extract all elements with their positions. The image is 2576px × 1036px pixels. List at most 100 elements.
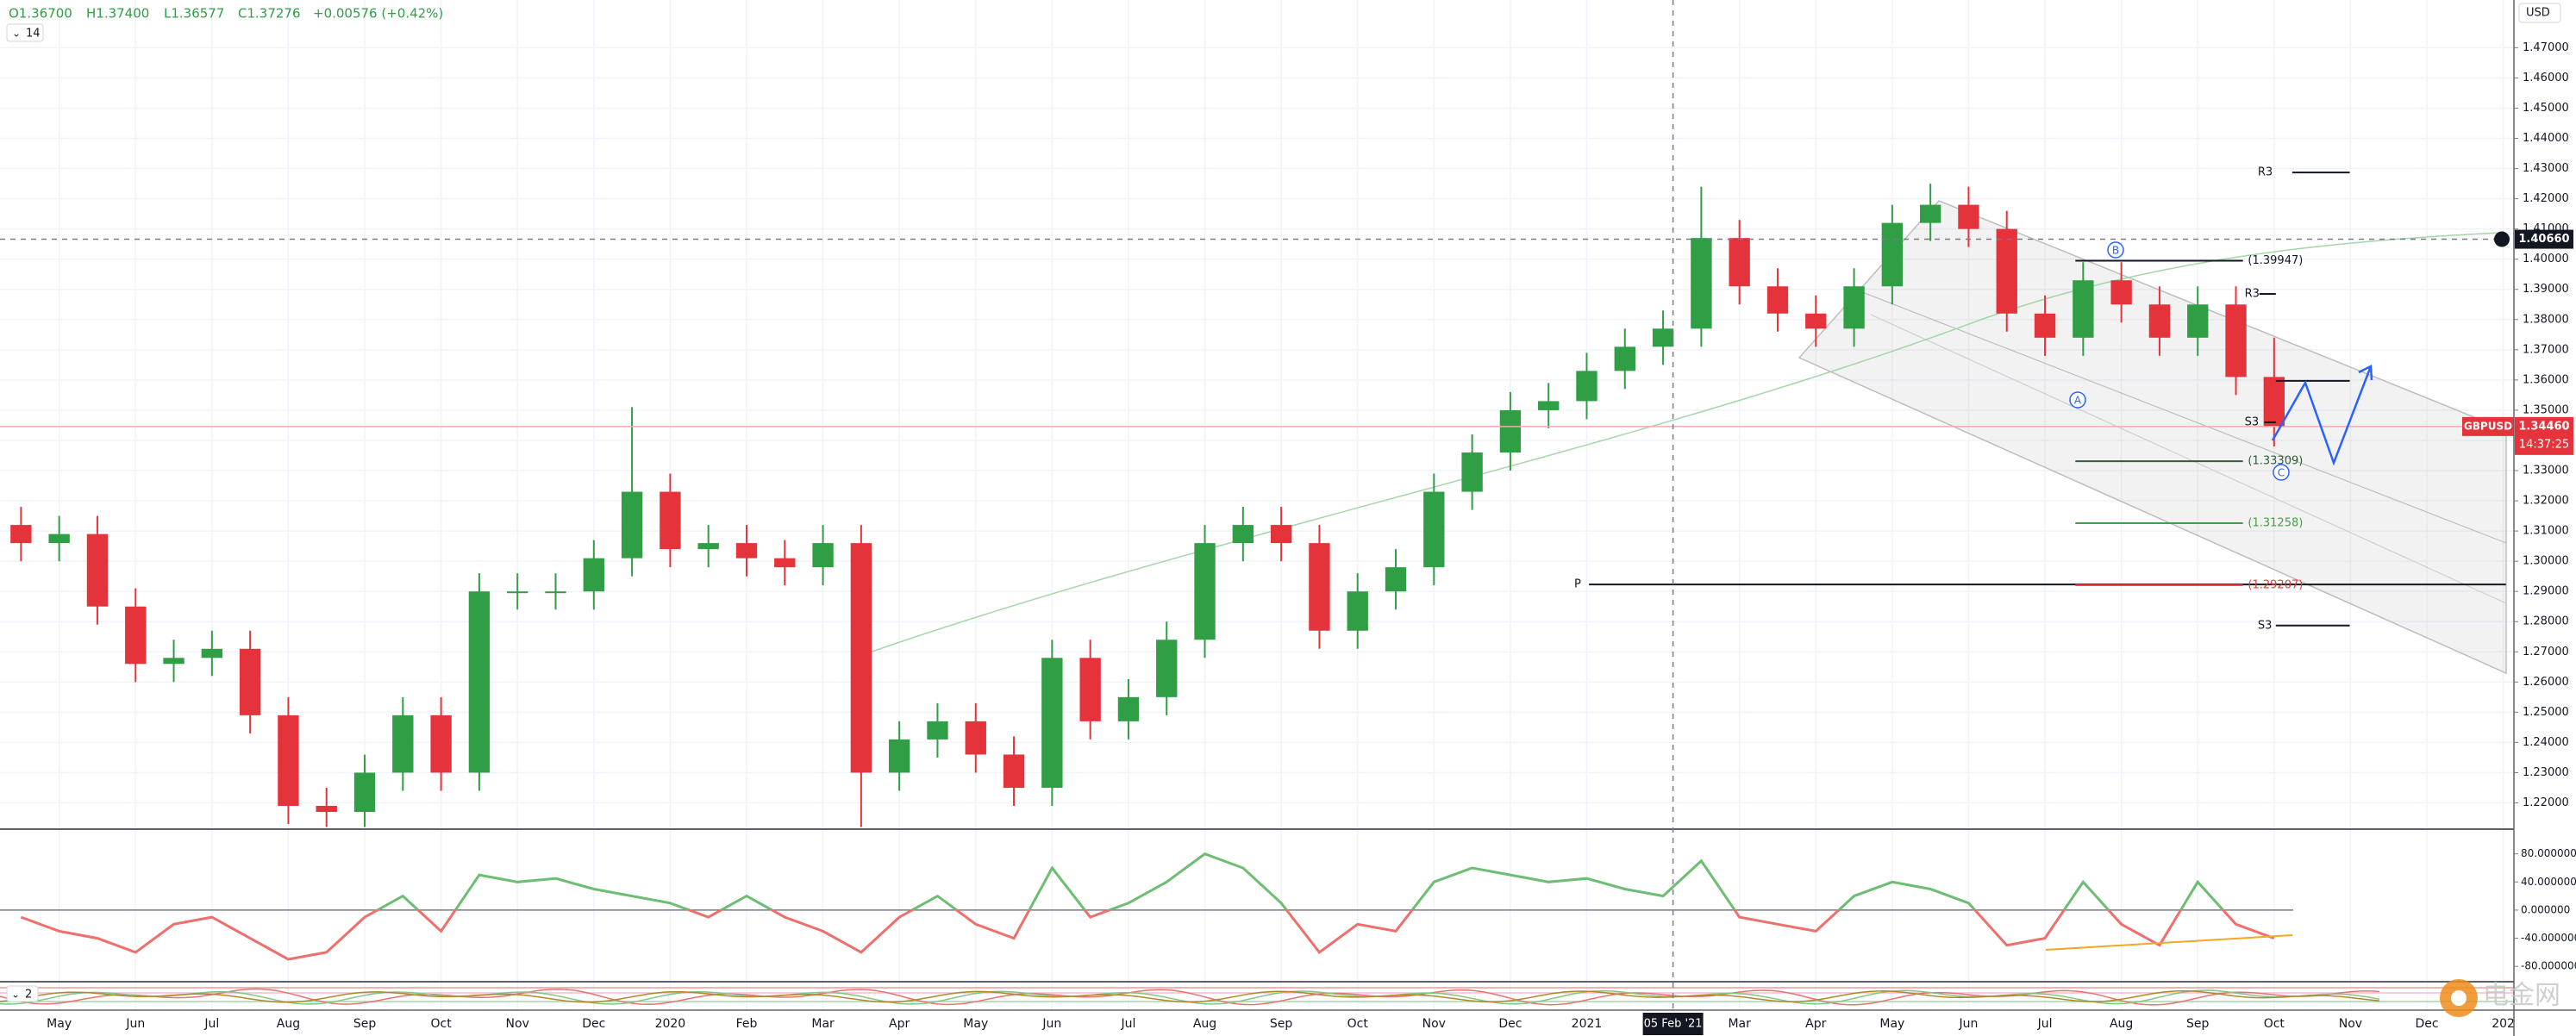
- y-tick-label: 1.44000: [2523, 132, 2569, 145]
- candle-body: [1385, 567, 1407, 592]
- y-tick-label: 1.35000: [2523, 403, 2569, 416]
- y-tick-label: 1.23000: [2523, 766, 2569, 779]
- wave-markers: A B C: [2069, 241, 2290, 481]
- y-tick-label: 1.31000: [2523, 525, 2569, 538]
- y-tick-label: 1.22000: [2523, 796, 2569, 809]
- x-tick-label: Aug: [277, 1017, 300, 1031]
- y-tick-label: 1.26000: [2523, 676, 2569, 689]
- pivot-label: R3: [2245, 287, 2260, 300]
- stoch-line: [0, 988, 2380, 1006]
- grid-layer: [0, 0, 2514, 1010]
- chevron: ⌄: [12, 28, 21, 40]
- candle-body: [1499, 409, 1522, 452]
- candle-body: [2073, 280, 2094, 338]
- projection-path: [2271, 365, 2373, 466]
- candle-body: [2263, 377, 2285, 427]
- y-tick-label: 1.25000: [2523, 706, 2569, 719]
- candle-body: [163, 658, 184, 665]
- x-tick-label: Sep: [2186, 1017, 2210, 1031]
- currency-button[interactable]: [2518, 3, 2561, 23]
- candle-body: [2187, 304, 2209, 338]
- ohlc-close: C1.37276: [238, 6, 301, 22]
- x-tick-label: May: [47, 1017, 72, 1031]
- candle-body: [1270, 525, 1292, 544]
- crosshair-x-label: 05 Feb '21: [1644, 1018, 1703, 1031]
- y-tick-label: 1.33000: [2523, 465, 2569, 477]
- legend-header: O1.36700 H1.37400 L1.36577 C1.37276 +0.0…: [6, 3, 2561, 1002]
- pivot-label: (1.39947): [2248, 254, 2303, 267]
- countdown: 14:37:25: [2519, 438, 2569, 451]
- pivot-label: (1.29207): [2248, 578, 2303, 591]
- candle-body: [774, 558, 796, 568]
- oscillator-pane: [0, 852, 2293, 961]
- candle-body: [850, 543, 872, 773]
- currency: USD: [2526, 7, 2550, 20]
- x-tick-label: Oct: [2264, 1017, 2285, 1031]
- oscillator-trendline: [2045, 934, 2293, 951]
- candle-body: [1194, 543, 1216, 640]
- x-tick-label: Jun: [1041, 1017, 1061, 1031]
- pivot-label: S3: [2258, 619, 2273, 632]
- candle-body: [1996, 228, 2017, 314]
- y-tick-label: 1.46000: [2523, 72, 2569, 84]
- x-tick-label: Oct: [431, 1017, 453, 1031]
- candle-body: [1156, 640, 1178, 697]
- candle-body: [392, 715, 414, 773]
- channel-line: [1870, 314, 2507, 604]
- moving-average: [861, 232, 2501, 656]
- x-tick-label: Oct: [1347, 1017, 1369, 1031]
- y-tick-label: 1.43000: [2523, 162, 2569, 175]
- wave-label: A: [2074, 395, 2082, 407]
- y-tick-label: 1.30000: [2523, 555, 2569, 568]
- x-tick-label: Apr: [1805, 1017, 1826, 1031]
- candle-body: [201, 648, 223, 658]
- main-pane: R3 (1.39947) R3 S3 (1.33309) (1.31258) P (1.292…: [0, 166, 2514, 827]
- y-tick-label: 1.40000: [2523, 253, 2569, 265]
- candle-body: [316, 806, 337, 813]
- candle-body: [1766, 286, 1789, 314]
- candle-body: [583, 558, 604, 592]
- candle-body: [1003, 754, 1025, 788]
- candle-body: [1423, 491, 1445, 568]
- pivot-label: (1.31258): [2248, 517, 2303, 530]
- candle-body: [86, 534, 109, 607]
- candle-body: [812, 543, 834, 568]
- x-tick-label: 2021: [1572, 1017, 1603, 1031]
- crosshair-y-label: 1.40660: [2518, 233, 2569, 246]
- wave-label: C: [2278, 467, 2285, 479]
- candle-body: [1958, 204, 1979, 229]
- ohlc-change: +0.00576 (+0.42%): [313, 6, 443, 22]
- y-tick-label: 1.24000: [2523, 736, 2569, 749]
- x-tick-label: Jun: [1959, 1017, 1979, 1031]
- oscillator-line: [374, 852, 2225, 910]
- x-tick-label: Dec: [582, 1017, 605, 1031]
- x-tick-label: Dec: [1498, 1017, 1522, 1031]
- candle-body: [697, 543, 719, 550]
- candle-body: [468, 591, 491, 773]
- y-tick-label: 1.37000: [2523, 343, 2569, 356]
- x-tick-label: Mar: [1728, 1017, 1751, 1031]
- candle-body: [1805, 313, 1827, 329]
- chevron: ⌄: [11, 989, 20, 1001]
- candle-body: [2034, 313, 2056, 338]
- indicator-toggle[interactable]: [6, 985, 39, 1002]
- y-tick-label: -80.000000: [2521, 960, 2576, 972]
- crosshair-x-badge: [1642, 1013, 1704, 1035]
- y-tick-label: 40.000000: [2521, 876, 2576, 888]
- candle-body: [1041, 658, 1063, 788]
- candle-body: [507, 591, 528, 594]
- x-tick-label: Jul: [2037, 1017, 2053, 1031]
- x-tick-label: Mar: [811, 1017, 835, 1031]
- x-tick-label: Nov: [2339, 1017, 2362, 1031]
- candle-body: [965, 721, 986, 755]
- crosshair-icon: [2494, 231, 2510, 247]
- indicator-length: 14: [26, 28, 41, 41]
- x-tick-label: Jul: [1120, 1017, 1135, 1031]
- y-tick-label: 1.47000: [2523, 41, 2569, 54]
- candle-body: [927, 721, 948, 740]
- stoch-line: [0, 989, 2380, 1003]
- watermark-text: 电金网: [2483, 981, 2560, 1011]
- y-tick-label: 1.45000: [2523, 102, 2569, 115]
- indicator-toggle[interactable]: [6, 23, 44, 42]
- wave-circle: [2069, 391, 2086, 409]
